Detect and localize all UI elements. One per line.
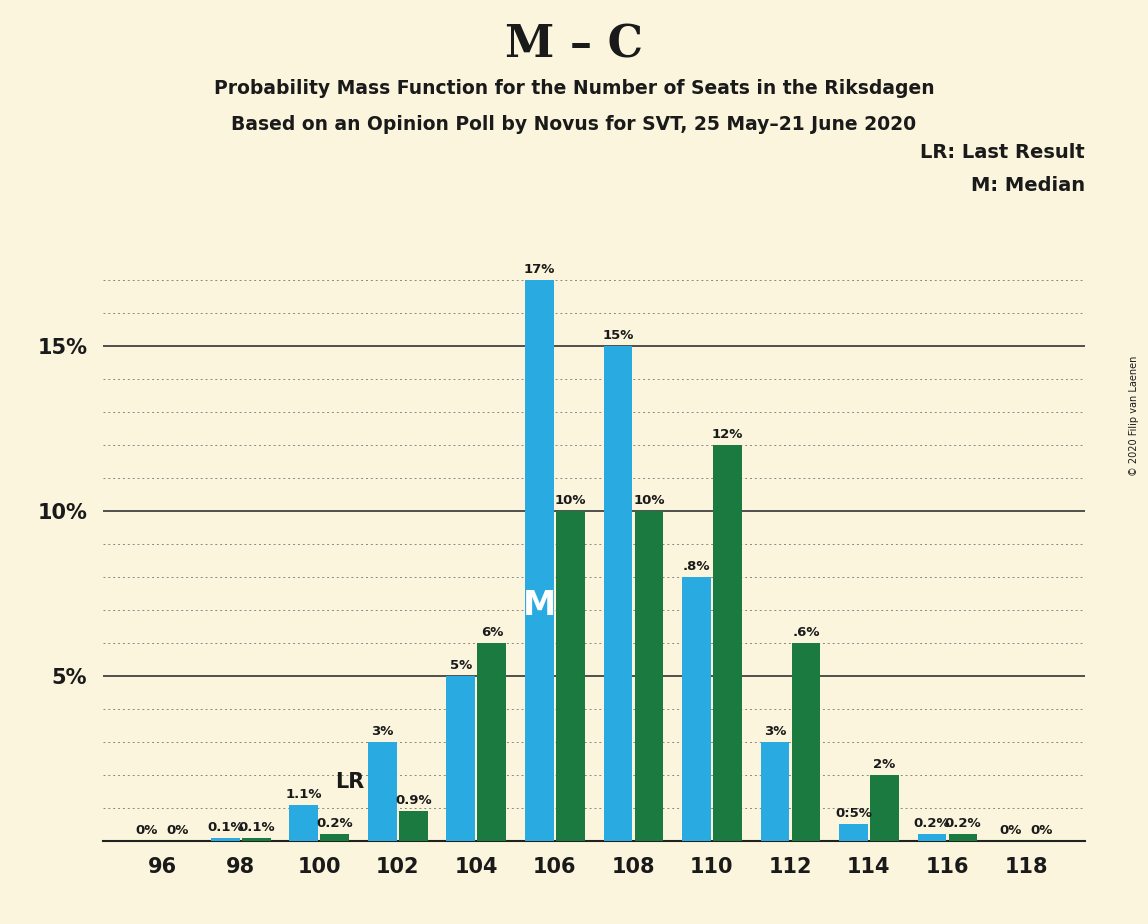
Text: © 2020 Filip van Laenen: © 2020 Filip van Laenen <box>1128 356 1139 476</box>
Bar <box>242 837 271 841</box>
Bar <box>289 805 318 841</box>
Text: 0%: 0% <box>999 824 1022 837</box>
Text: .6%: .6% <box>792 626 820 639</box>
Text: 5%: 5% <box>450 659 472 672</box>
Text: 0.2%: 0.2% <box>914 818 951 831</box>
Text: 12%: 12% <box>712 429 743 442</box>
Text: 0%: 0% <box>135 824 158 837</box>
Bar <box>447 676 475 841</box>
Bar <box>320 834 349 841</box>
Text: .8%: .8% <box>683 560 711 573</box>
Text: 15%: 15% <box>603 330 634 343</box>
Text: 0.1%: 0.1% <box>207 821 243 833</box>
Text: 10%: 10% <box>633 494 665 507</box>
Text: 0.2%: 0.2% <box>945 818 982 831</box>
Bar <box>682 578 711 841</box>
Text: 3%: 3% <box>763 725 786 738</box>
Text: M – C: M – C <box>505 23 643 67</box>
Text: 0%: 0% <box>166 824 189 837</box>
Bar <box>400 811 427 841</box>
Bar <box>839 824 868 841</box>
Text: M: M <box>522 589 556 622</box>
Text: 10%: 10% <box>554 494 587 507</box>
Bar <box>792 643 820 841</box>
Text: 0%: 0% <box>1030 824 1053 837</box>
Text: LR: LR <box>335 772 364 792</box>
Bar <box>604 346 633 841</box>
Text: LR: Last Result: LR: Last Result <box>920 143 1085 163</box>
Bar <box>211 837 240 841</box>
Text: 17%: 17% <box>523 263 554 276</box>
Text: 6%: 6% <box>481 626 503 639</box>
Text: Probability Mass Function for the Number of Seats in the Riksdagen: Probability Mass Function for the Number… <box>214 79 934 98</box>
Bar <box>556 511 584 841</box>
Text: 0.1%: 0.1% <box>238 821 274 833</box>
Text: Based on an Opinion Poll by Novus for SVT, 25 May–21 June 2020: Based on an Opinion Poll by Novus for SV… <box>232 116 916 135</box>
Bar <box>635 511 664 841</box>
Text: 0.2%: 0.2% <box>317 818 354 831</box>
Bar <box>948 834 977 841</box>
Text: M: Median: M: Median <box>971 176 1085 195</box>
Bar <box>870 775 899 841</box>
Bar <box>525 281 553 841</box>
Text: 3%: 3% <box>371 725 394 738</box>
Bar <box>761 742 789 841</box>
Text: 2%: 2% <box>874 758 895 771</box>
Bar <box>917 834 946 841</box>
Text: 0:5%: 0:5% <box>835 808 871 821</box>
Bar <box>478 643 506 841</box>
Text: 1.1%: 1.1% <box>286 787 321 800</box>
Bar <box>369 742 396 841</box>
Text: 0.9%: 0.9% <box>395 795 432 808</box>
Bar <box>713 445 742 841</box>
